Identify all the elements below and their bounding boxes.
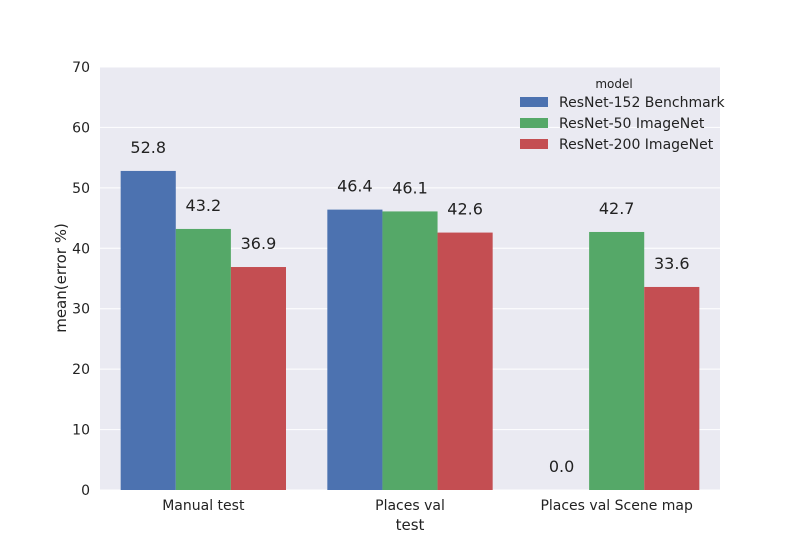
y-tick-label: 50 xyxy=(72,181,90,197)
legend-label: ResNet-200 ImageNet xyxy=(559,137,714,153)
x-tick-label: Manual test xyxy=(162,498,245,514)
bar xyxy=(644,286,700,490)
bar xyxy=(175,228,231,490)
bar-value-label: 0.0 xyxy=(549,457,574,476)
legend-label: ResNet-50 ImageNet xyxy=(559,116,705,132)
y-axis-label: mean(error %) xyxy=(52,223,70,333)
bar-value-label: 43.2 xyxy=(186,196,222,215)
data-labels: 52.8 43.2 36.9 46.4 46.1 42.6 0.0 42.7 33.6 xyxy=(130,138,689,476)
legend-swatch xyxy=(520,139,548,149)
x-axis-label: test xyxy=(396,516,425,534)
bar xyxy=(589,231,645,490)
y-axis-ticks: 0 10 20 30 40 50 60 70 xyxy=(72,60,90,499)
legend-label: ResNet-152 Benchmark xyxy=(559,95,725,111)
y-tick-label: 70 xyxy=(72,60,90,76)
bar xyxy=(327,209,383,490)
legend: model ResNet-152 Benchmark ResNet-50 Imag… xyxy=(520,77,725,153)
legend-swatch xyxy=(520,97,548,107)
legend-entries: ResNet-152 Benchmark ResNet-50 ImageNet Re… xyxy=(520,95,725,153)
bar xyxy=(382,211,438,490)
bars xyxy=(120,170,700,491)
bar-value-label: 33.6 xyxy=(654,254,690,273)
x-tick-label: Places val Scene map xyxy=(540,498,693,514)
bar xyxy=(437,232,493,490)
y-tick-label: 40 xyxy=(72,241,90,257)
y-tick-label: 30 xyxy=(72,302,90,318)
bar-value-label: 42.6 xyxy=(447,200,483,219)
bar-value-label: 42.7 xyxy=(599,199,635,218)
bar-value-label: 46.4 xyxy=(337,177,373,196)
legend-title: model xyxy=(595,77,632,91)
y-tick-label: 60 xyxy=(72,120,90,136)
x-tick-label: Places val xyxy=(375,498,445,514)
bar xyxy=(120,170,176,491)
bar-value-label: 36.9 xyxy=(241,234,277,253)
bar-value-label: 52.8 xyxy=(130,138,166,157)
x-axis-ticks: Manual test Places val Places val Scene ma… xyxy=(162,498,693,514)
y-tick-label: 0 xyxy=(81,483,90,499)
y-tick-label: 10 xyxy=(72,423,90,439)
bar-value-label: 46.1 xyxy=(392,178,428,197)
bar xyxy=(230,267,286,490)
y-tick-label: 20 xyxy=(72,362,90,378)
legend-swatch xyxy=(520,118,548,128)
